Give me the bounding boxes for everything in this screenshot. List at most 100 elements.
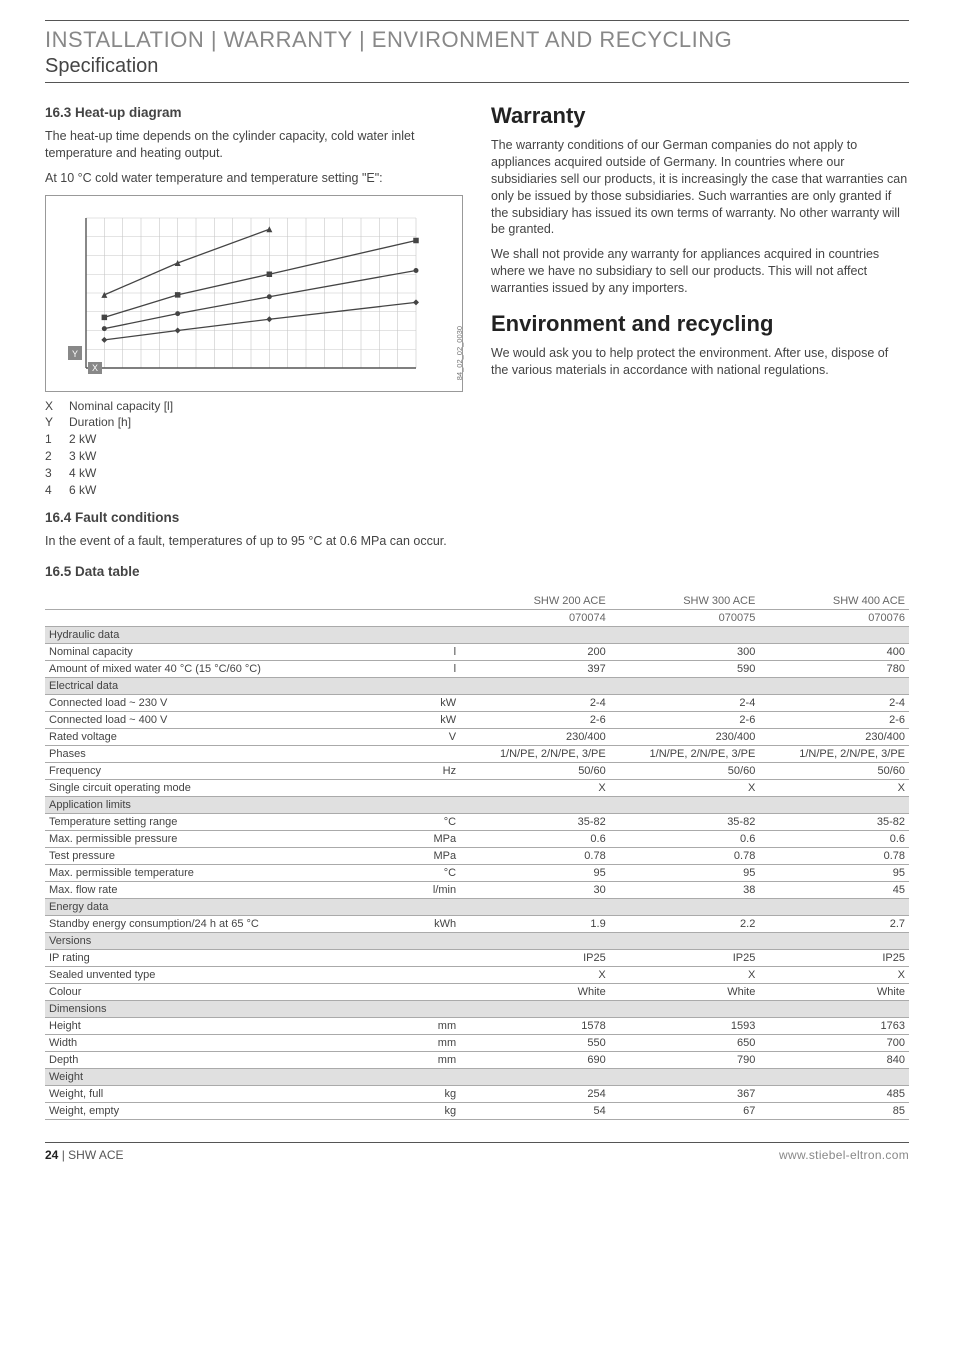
table-row: ColourWhiteWhiteWhite xyxy=(45,984,909,1001)
table-cell-value: 2-6 xyxy=(610,712,760,729)
table-row: Test pressureMPa0.780.780.78 xyxy=(45,848,909,865)
table-cell-value: 300 xyxy=(610,644,760,661)
table-col-header: SHW 200 ACE xyxy=(460,593,610,610)
p-env-1: We would ask you to help protect the env… xyxy=(491,345,909,379)
table-cell-unit: kW xyxy=(408,695,460,712)
legend-row: YDuration [h] xyxy=(45,414,463,431)
legend-text: 6 kW xyxy=(69,482,96,499)
heatup-chart-frame: YX 84_02_02_0030 xyxy=(45,195,463,392)
svg-text:X: X xyxy=(92,363,98,373)
table-group-title: Energy data xyxy=(45,899,909,916)
table-cell-value: X xyxy=(460,780,610,797)
table-cell-value: 780 xyxy=(759,661,909,678)
table-cell-label: Height xyxy=(45,1018,408,1035)
table-row: Heightmm157815931763 xyxy=(45,1018,909,1035)
table-cell-value: 230/400 xyxy=(460,729,610,746)
legend-key: 1 xyxy=(45,431,59,448)
table-cell-label: Max. permissible pressure xyxy=(45,831,408,848)
table-cell-label: Frequency xyxy=(45,763,408,780)
right-column: Warranty The warranty conditions of our … xyxy=(491,101,909,587)
table-cell-value: 550 xyxy=(460,1035,610,1052)
table-row: Widthmm550650700 xyxy=(45,1035,909,1052)
legend-key: X xyxy=(45,398,59,415)
table-id-header: 070076 xyxy=(759,610,909,627)
heatup-chart: YX xyxy=(58,208,428,383)
heading-16-5: 16.5 Data table xyxy=(45,564,463,579)
table-cell-unit xyxy=(408,780,460,797)
table-row: Max. flow ratel/min303845 xyxy=(45,882,909,899)
table-cell-value: 1593 xyxy=(610,1018,760,1035)
table-group-row: Versions xyxy=(45,933,909,950)
table-cell-value: 38 xyxy=(610,882,760,899)
legend-text: Nominal capacity [l] xyxy=(69,398,173,415)
legend-row: 1 2 kW xyxy=(45,431,463,448)
table-cell-label: Connected load ~ 400 V xyxy=(45,712,408,729)
table-cell-value: IP25 xyxy=(460,950,610,967)
table-cell-value: 1/N/PE, 2/N/PE, 3/PE xyxy=(610,746,760,763)
table-group-title: Versions xyxy=(45,933,909,950)
table-cell-unit: MPa xyxy=(408,831,460,848)
legend-text: 3 kW xyxy=(69,448,96,465)
table-col-header: SHW 400 ACE xyxy=(759,593,909,610)
table-cell-unit: V xyxy=(408,729,460,746)
table-cell-value: 50/60 xyxy=(460,763,610,780)
left-column: 16.3 Heat-up diagram The heat-up time de… xyxy=(45,101,463,587)
table-cell-label: Sealed unvented type xyxy=(45,967,408,984)
table-cell-label: Single circuit operating mode xyxy=(45,780,408,797)
table-row: Rated voltageV230/400230/400230/400 xyxy=(45,729,909,746)
table-cell-label: Amount of mixed water 40 °C (15 °C/60 °C… xyxy=(45,661,408,678)
svg-text:Y: Y xyxy=(72,349,78,359)
table-row: Connected load ~ 400 VkW2-62-62-6 xyxy=(45,712,909,729)
table-cell-value: X xyxy=(610,967,760,984)
table-cell-unit: °C xyxy=(408,814,460,831)
table-group-row: Application limits xyxy=(45,797,909,814)
p-fault-1: In the event of a fault, temperatures of… xyxy=(45,533,463,550)
table-cell-value: 200 xyxy=(460,644,610,661)
table-cell-unit: mm xyxy=(408,1035,460,1052)
table-cell-value: 2-4 xyxy=(460,695,610,712)
table-cell-unit: Hz xyxy=(408,763,460,780)
table-cell-value: X xyxy=(460,967,610,984)
table-cell-value: IP25 xyxy=(759,950,909,967)
table-group-row: Weight xyxy=(45,1069,909,1086)
table-cell-value: 1/N/PE, 2/N/PE, 3/PE xyxy=(460,746,610,763)
table-id-header xyxy=(408,610,460,627)
table-id-header xyxy=(45,610,408,627)
page-header: INSTALLATION | WARRANTY | ENVIRONMENT AN… xyxy=(45,27,909,83)
table-cell-value: 85 xyxy=(759,1103,909,1120)
table-cell-value: 30 xyxy=(460,882,610,899)
table-cell-value: 95 xyxy=(460,865,610,882)
chart-legend: X Nominal capacity [l]YDuration [h]1 2 kW2… xyxy=(45,398,463,499)
table-cell-value: 50/60 xyxy=(759,763,909,780)
table-group-row: Dimensions xyxy=(45,1001,909,1018)
p-warranty-2: We shall not provide any warranty for ap… xyxy=(491,246,909,297)
table-cell-unit: kg xyxy=(408,1086,460,1103)
table-cell-value: 367 xyxy=(610,1086,760,1103)
table-cell-value: 1578 xyxy=(460,1018,610,1035)
table-cell-label: Connected load ~ 230 V xyxy=(45,695,408,712)
table-cell-value: 95 xyxy=(759,865,909,882)
spec-data-table: SHW 200 ACESHW 300 ACESHW 400 ACE0700740… xyxy=(45,593,909,1120)
table-row: Weight, fullkg254367485 xyxy=(45,1086,909,1103)
table-cell-value: 397 xyxy=(460,661,610,678)
table-cell-value: 0.78 xyxy=(610,848,760,865)
table-cell-unit: mm xyxy=(408,1052,460,1069)
legend-row: X Nominal capacity [l] xyxy=(45,398,463,415)
legend-text: 2 kW xyxy=(69,431,96,448)
legend-key: 4 xyxy=(45,482,59,499)
table-cell-value: White xyxy=(460,984,610,1001)
table-group-title: Hydraulic data xyxy=(45,627,909,644)
table-cell-value: 35-82 xyxy=(460,814,610,831)
heading-16-4: 16.4 Fault conditions xyxy=(45,510,463,525)
table-cell-value: 50/60 xyxy=(610,763,760,780)
table-row: Depthmm690790840 xyxy=(45,1052,909,1069)
table-row: Phases1/N/PE, 2/N/PE, 3/PE1/N/PE, 2/N/PE… xyxy=(45,746,909,763)
table-cell-unit: l xyxy=(408,644,460,661)
table-cell-value: 1/N/PE, 2/N/PE, 3/PE xyxy=(759,746,909,763)
table-cell-unit: kg xyxy=(408,1103,460,1120)
table-cell-value: 2-4 xyxy=(759,695,909,712)
table-cell-value: 650 xyxy=(610,1035,760,1052)
page-title: Specification xyxy=(45,55,909,78)
page-footer: 24 | SHW ACE www.stiebel-eltron.com xyxy=(45,1142,909,1162)
table-cell-label: Nominal capacity xyxy=(45,644,408,661)
